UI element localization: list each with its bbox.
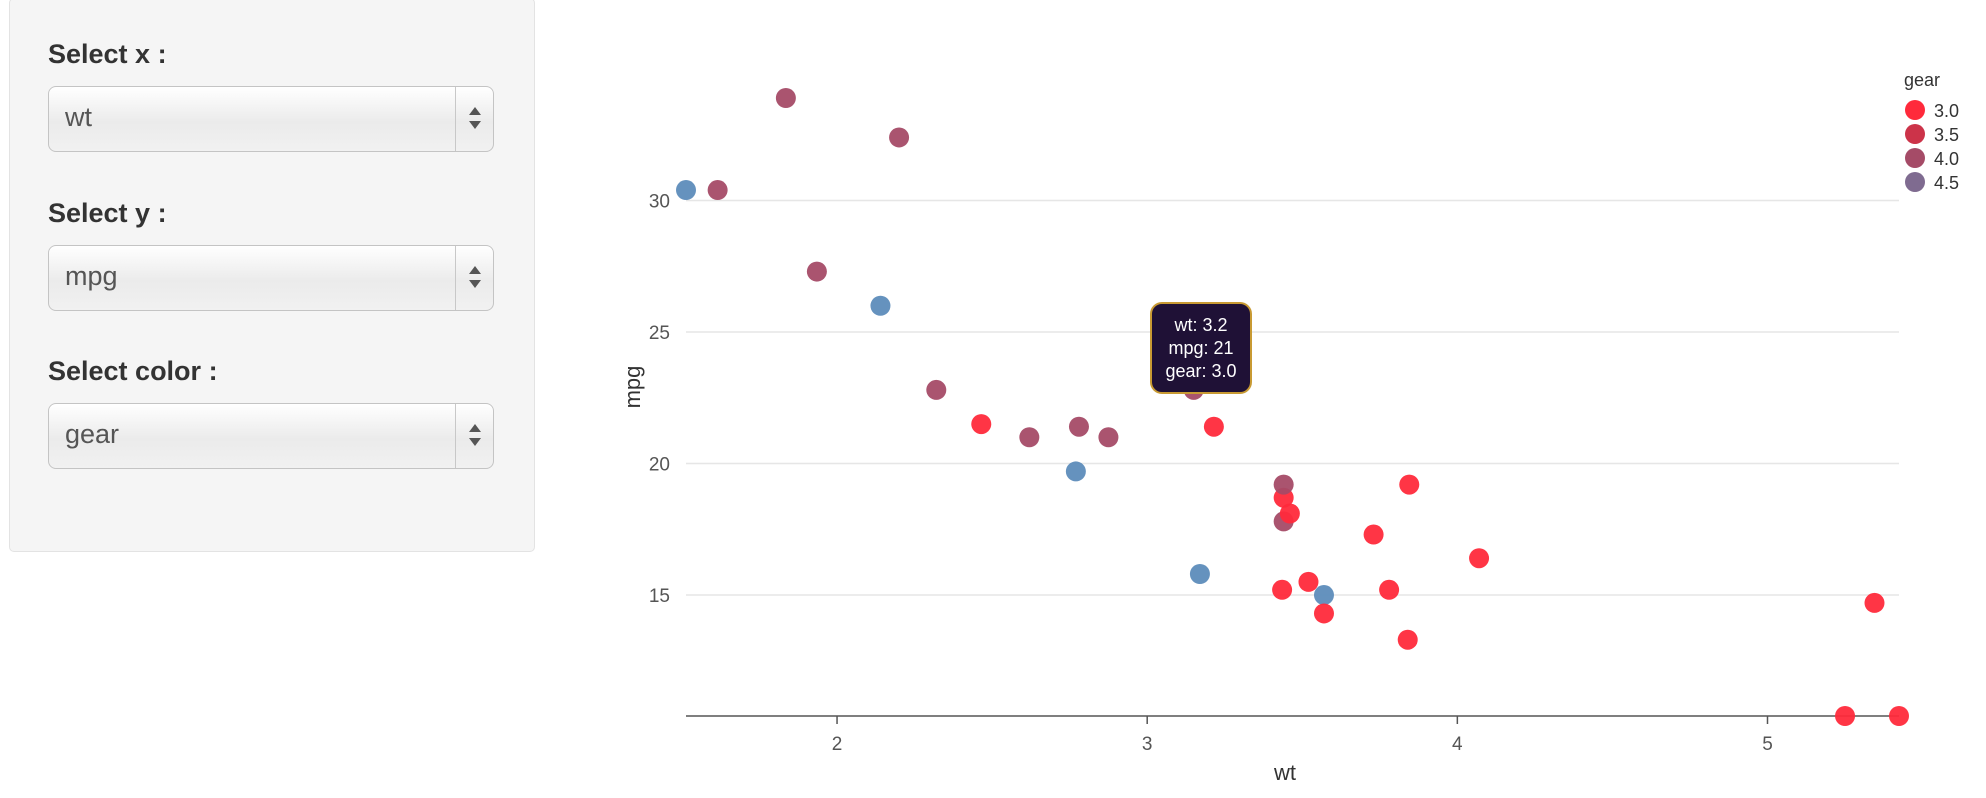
x-axis-label: wt [1273, 760, 1296, 785]
data-point [1019, 427, 1040, 448]
select-x-value: wt [65, 102, 92, 132]
data-point [926, 379, 947, 400]
select-x-dropdown[interactable]: wt [48, 86, 494, 152]
data-point [806, 261, 827, 282]
data-point [1835, 706, 1856, 726]
select-color-value: gear [65, 419, 120, 449]
y-tick-label: 30 [649, 192, 670, 213]
data-point [1889, 706, 1909, 726]
legend-swatch [1905, 172, 1925, 192]
select-y-label: Select y : [48, 198, 167, 228]
y-variable-field: Select y : mpg [48, 198, 496, 311]
legend-swatch [1905, 148, 1925, 168]
data-point [1272, 579, 1293, 600]
legend: gear 3.0 3.5 4.0 4.5 [1904, 70, 1959, 193]
color-variable-field: Select color : gear [48, 356, 496, 469]
updown-arrows-icon [469, 266, 481, 288]
y-tick-label: 20 [649, 455, 670, 476]
data-point [1098, 427, 1119, 448]
data-point [1313, 603, 1334, 624]
data-point [971, 414, 992, 435]
x-tick-label: 5 [1762, 734, 1773, 755]
updown-arrows-icon [469, 107, 481, 129]
legend-items: 3.0 3.5 4.0 4.5 [1905, 100, 1959, 193]
legend-label: 4.0 [1934, 149, 1959, 169]
data-point [1313, 585, 1334, 606]
point-tooltip: wt: 3.2 mpg: 21 gear: 3.0 [1150, 302, 1252, 394]
select-x-divider [455, 87, 456, 151]
select-color-label: Select color : [48, 356, 218, 386]
data-point [1864, 592, 1885, 613]
legend-label: 4.5 [1934, 173, 1959, 193]
select-x-label: Select x : [48, 39, 167, 69]
x-tick-label: 3 [1142, 734, 1153, 755]
y-axis-label: mpg [620, 366, 645, 409]
data-points [676, 88, 1909, 726]
select-color-dropdown[interactable]: gear [48, 403, 494, 469]
data-point [1363, 524, 1384, 545]
tooltip-gear: gear: 3.0 [1165, 361, 1237, 381]
legend-swatch [1905, 100, 1925, 120]
x-tick-label: 4 [1452, 734, 1463, 755]
sidebar-panel: Select x : wt Select y : mpg Select colo… [9, 0, 535, 552]
select-y-divider [455, 246, 456, 310]
data-point [1065, 461, 1086, 482]
select-y-value: mpg [65, 261, 118, 291]
legend-label: 3.5 [1934, 125, 1959, 145]
data-point [870, 295, 891, 316]
tooltip-wt: wt: 3.2 [1174, 315, 1228, 335]
select-y-dropdown[interactable]: mpg [48, 245, 494, 311]
select-color-divider [455, 404, 456, 468]
data-point [1068, 416, 1089, 437]
data-point [676, 180, 696, 201]
updown-arrows-icon [469, 424, 481, 446]
data-point [1189, 563, 1210, 584]
gridlines [686, 199, 1899, 596]
legend-label: 3.0 [1934, 101, 1959, 121]
data-point [707, 180, 728, 201]
legend-title: gear [1904, 70, 1940, 90]
data-point [1298, 571, 1319, 592]
data-point [1469, 548, 1490, 569]
data-point [1203, 416, 1224, 437]
tooltip-mpg: mpg: 21 [1168, 338, 1234, 358]
data-point [1279, 503, 1300, 524]
x-tick-label: 2 [832, 734, 843, 755]
data-point [889, 127, 910, 148]
data-point [1399, 474, 1420, 495]
y-tick-label: 25 [649, 323, 670, 344]
tick-labels: 15 20 25 30 2 3 4 5 [649, 192, 1773, 755]
x-variable-field: Select x : wt [48, 39, 496, 152]
legend-swatch [1905, 124, 1925, 144]
data-point [775, 88, 796, 108]
data-point [1379, 579, 1400, 600]
data-point [1397, 629, 1418, 650]
y-tick-label: 15 [649, 586, 670, 607]
data-point [1273, 474, 1294, 495]
